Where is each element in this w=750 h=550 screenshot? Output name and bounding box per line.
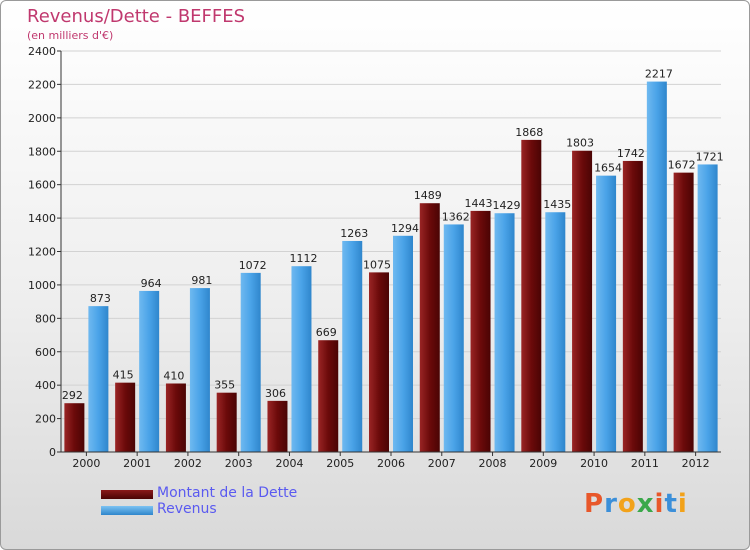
bar-revenus <box>240 272 261 452</box>
x-tick-label: 2012 <box>682 457 710 470</box>
x-tick-label: 2007 <box>428 457 456 470</box>
bar-dette <box>521 139 542 452</box>
bar-dette <box>216 392 237 452</box>
bar-revenus <box>139 290 160 452</box>
data-label: 292 <box>62 389 83 402</box>
y-tick-label: 800 <box>35 312 56 325</box>
x-tick-label: 2002 <box>174 457 202 470</box>
data-label: 1868 <box>515 126 543 139</box>
data-label: 873 <box>90 292 111 305</box>
bar-dette <box>470 210 491 452</box>
data-label: 1803 <box>566 137 594 150</box>
data-label: 1112 <box>289 252 317 265</box>
bar-revenus <box>494 213 515 452</box>
y-tick-label: 1000 <box>28 279 56 292</box>
bar-revenus <box>342 240 363 452</box>
y-tick-label: 0 <box>49 446 56 459</box>
data-label: 306 <box>265 387 286 400</box>
bar-revenus <box>646 81 667 453</box>
data-label: 1072 <box>239 259 267 272</box>
y-tick-label: 2400 <box>28 45 56 58</box>
y-tick-label: 200 <box>35 413 56 426</box>
data-label: 355 <box>214 379 235 392</box>
proxiti-logo: Proxiti <box>584 489 688 519</box>
bar-dette <box>369 272 389 452</box>
bar-revenus <box>697 164 718 452</box>
data-label: 1263 <box>340 227 368 240</box>
bar-revenus <box>291 266 312 452</box>
logo-letter: r <box>604 489 618 519</box>
bar-revenus <box>443 224 464 452</box>
x-tick-label: 2000 <box>72 457 100 470</box>
bar-dette <box>572 150 593 452</box>
data-label: 1075 <box>363 258 391 271</box>
data-label: 1672 <box>668 159 696 172</box>
x-tick-label: 2005 <box>326 457 354 470</box>
data-label: 1742 <box>617 147 645 160</box>
bar-dette <box>267 400 288 452</box>
bar-revenus <box>88 306 109 452</box>
x-tick-label: 2011 <box>631 457 659 470</box>
legend-swatch-revenus <box>101 506 153 515</box>
x-tick-label: 2008 <box>479 457 507 470</box>
data-label: 981 <box>191 274 212 287</box>
x-tick-label: 2006 <box>377 457 405 470</box>
logo-letter: t <box>664 489 678 519</box>
data-label: 1721 <box>696 150 724 163</box>
y-tick-label: 1400 <box>28 212 56 225</box>
y-tick-label: 600 <box>35 346 56 359</box>
x-tick-label: 2010 <box>580 457 608 470</box>
data-label: 1654 <box>594 162 622 175</box>
bar-dette <box>318 340 339 452</box>
x-tick-label: 2003 <box>225 457 253 470</box>
bar-revenus <box>393 235 413 452</box>
y-tick-label: 1200 <box>28 246 56 259</box>
data-label: 1362 <box>442 210 470 223</box>
data-label: 1435 <box>543 198 571 211</box>
legend-swatch-dette <box>101 490 153 499</box>
data-label: 2217 <box>645 68 673 81</box>
logo-letter: i <box>677 489 688 519</box>
data-label: 1294 <box>391 222 419 235</box>
logo-letter: x <box>636 489 655 519</box>
bar-dette <box>64 403 85 452</box>
chart-subtitle: (en milliers d'€) <box>27 29 114 42</box>
bar-revenus <box>189 288 210 452</box>
bar-dette <box>419 203 440 452</box>
y-tick-label: 1800 <box>28 145 56 158</box>
legend-label-revenus: Revenus <box>157 501 217 517</box>
x-tick-label: 2001 <box>123 457 151 470</box>
bar-revenus <box>596 175 617 452</box>
data-label: 1443 <box>465 197 493 210</box>
data-label: 1489 <box>414 189 442 202</box>
logo-letter: o <box>617 489 637 519</box>
bar-revenus <box>545 212 566 452</box>
y-tick-label: 2000 <box>28 112 56 125</box>
logo-letter: P <box>584 489 605 519</box>
bar-dette <box>673 172 694 453</box>
y-tick-label: 400 <box>35 379 56 392</box>
y-tick-label: 2200 <box>28 78 56 91</box>
bar-dette <box>622 160 643 452</box>
y-tick-label: 1600 <box>28 179 56 192</box>
data-label: 669 <box>316 326 337 339</box>
logo-letter: i <box>654 489 665 519</box>
data-label: 964 <box>141 277 162 290</box>
bar-dette <box>165 383 186 452</box>
bar-dette <box>115 382 136 452</box>
data-label: 410 <box>163 369 184 382</box>
legend-label-dette: Montant de la Dette <box>157 485 298 501</box>
data-label: 1429 <box>493 199 521 212</box>
x-tick-label: 2004 <box>275 457 303 470</box>
chart-title: Revenus/Dette - BEFFES <box>27 6 246 27</box>
x-tick-label: 2009 <box>529 457 557 470</box>
data-label: 415 <box>113 369 134 382</box>
